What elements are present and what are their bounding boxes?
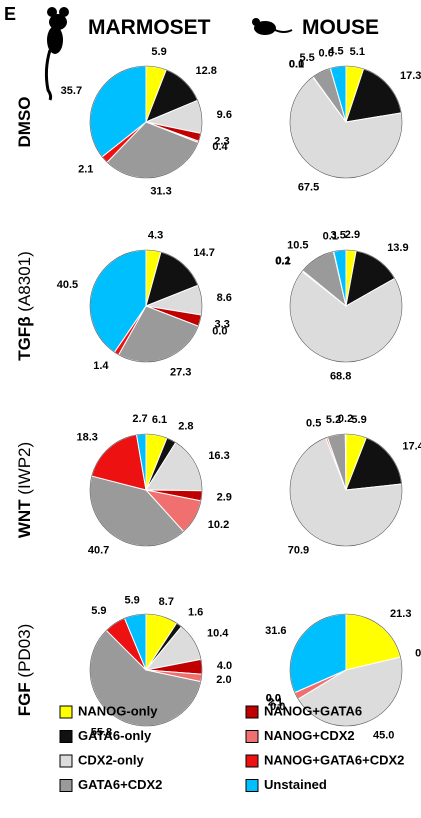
value-label: 4.3 bbox=[148, 230, 163, 242]
value-label: 9.6 bbox=[217, 109, 232, 121]
value-label: 31.6 bbox=[265, 625, 286, 637]
value-label: 5.5 bbox=[299, 52, 314, 64]
value-label: 18.3 bbox=[76, 432, 97, 444]
value-label: 14.7 bbox=[193, 247, 214, 259]
value-label: 21.3 bbox=[390, 608, 411, 620]
mouse-icon bbox=[252, 18, 292, 35]
value-label: 4.0 bbox=[217, 660, 232, 672]
legend-swatch bbox=[246, 755, 258, 767]
value-label: 2.8 bbox=[178, 421, 193, 433]
legend-label: NANOG+GATA6 bbox=[264, 703, 362, 718]
value-label: 2.1 bbox=[78, 164, 93, 176]
value-label: 5.1 bbox=[350, 46, 365, 58]
legend-label: Unstained bbox=[264, 777, 327, 792]
row-label: DMSO bbox=[15, 97, 34, 148]
value-label: 13.9 bbox=[387, 242, 408, 254]
value-label: 68.8 bbox=[330, 371, 351, 383]
row-label: FGF (PD03) bbox=[15, 624, 34, 717]
row-detail: (A8301) bbox=[15, 251, 34, 311]
legend-swatch bbox=[246, 706, 258, 718]
value-label: 0.4 bbox=[212, 141, 228, 153]
row-name: TGFβ bbox=[15, 316, 34, 360]
value-label: 2.0 bbox=[216, 674, 231, 686]
legend-swatch bbox=[60, 731, 72, 743]
value-label: 8.7 bbox=[159, 596, 174, 608]
value-label: 0.2 bbox=[338, 413, 353, 425]
pie-slice bbox=[345, 434, 346, 490]
row-detail: (IWP2) bbox=[15, 442, 34, 495]
row-name: WNT bbox=[15, 499, 34, 538]
value-label: 31.3 bbox=[150, 185, 171, 197]
legend-swatch bbox=[60, 780, 72, 792]
value-label: 17.3 bbox=[400, 70, 421, 82]
legend-label: CDX2-only bbox=[78, 752, 145, 767]
legend-label: NANOG+CDX2 bbox=[264, 728, 355, 743]
legend-swatch bbox=[246, 780, 258, 792]
value-label: 45.0 bbox=[373, 730, 394, 742]
value-label: 6.1 bbox=[152, 414, 167, 426]
value-label: 8.6 bbox=[217, 292, 232, 304]
value-label: 12.8 bbox=[196, 65, 217, 77]
row-label: TGFβ (A8301) bbox=[15, 251, 34, 361]
value-label: 4.5 bbox=[328, 46, 343, 58]
value-label: 2.9 bbox=[217, 491, 232, 503]
value-label: 1.6 bbox=[188, 607, 203, 619]
value-label: 35.7 bbox=[61, 85, 82, 97]
row-detail: (PD03) bbox=[15, 624, 34, 678]
row-label: WNT (IWP2) bbox=[15, 442, 34, 538]
value-label: 67.5 bbox=[298, 182, 319, 194]
value-label: 3.5 bbox=[331, 229, 346, 241]
row-name: FGF bbox=[15, 682, 34, 716]
value-label: 70.9 bbox=[288, 545, 309, 557]
value-label: 27.3 bbox=[170, 367, 191, 379]
value-label: 1.4 bbox=[93, 360, 109, 372]
row-name: DMSO bbox=[15, 97, 34, 148]
value-label: 0.0 bbox=[415, 648, 421, 660]
legend-label: NANOG-only bbox=[78, 703, 158, 718]
legend-swatch bbox=[60, 706, 72, 718]
value-label: 0.1 bbox=[276, 255, 291, 267]
value-label: 5.9 bbox=[91, 605, 106, 617]
value-label: 10.4 bbox=[207, 628, 229, 640]
value-label: 10.2 bbox=[208, 519, 229, 531]
column-header: MOUSE bbox=[302, 16, 379, 39]
panel-label: E bbox=[4, 4, 16, 24]
value-label: 17.4 bbox=[402, 441, 421, 453]
value-label: 2.9 bbox=[345, 229, 360, 241]
value-label: 16.3 bbox=[208, 450, 229, 462]
value-label: 5.9 bbox=[151, 46, 166, 58]
value-label: 5.9 bbox=[124, 594, 139, 606]
legend-label: NANOG+GATA6+CDX2 bbox=[264, 752, 404, 767]
value-label: 2.7 bbox=[132, 413, 147, 425]
legend-label: GATA6-only bbox=[78, 728, 152, 743]
value-label: 5.9 bbox=[351, 414, 366, 426]
legend-label: GATA6+CDX2 bbox=[78, 777, 162, 792]
legend-swatch bbox=[246, 731, 258, 743]
value-label: 40.5 bbox=[57, 279, 78, 291]
value-label: 40.7 bbox=[88, 545, 109, 557]
value-label: 0.5 bbox=[306, 417, 321, 429]
column-header: MARMOSET bbox=[88, 16, 211, 39]
legend-swatch bbox=[60, 755, 72, 767]
value-label: 10.5 bbox=[287, 240, 308, 252]
figure: E MARMOSET MOUSE DMSO TGFβ (A8301) WNT (IW… bbox=[0, 0, 421, 813]
value-label: 0.0 bbox=[212, 325, 227, 337]
